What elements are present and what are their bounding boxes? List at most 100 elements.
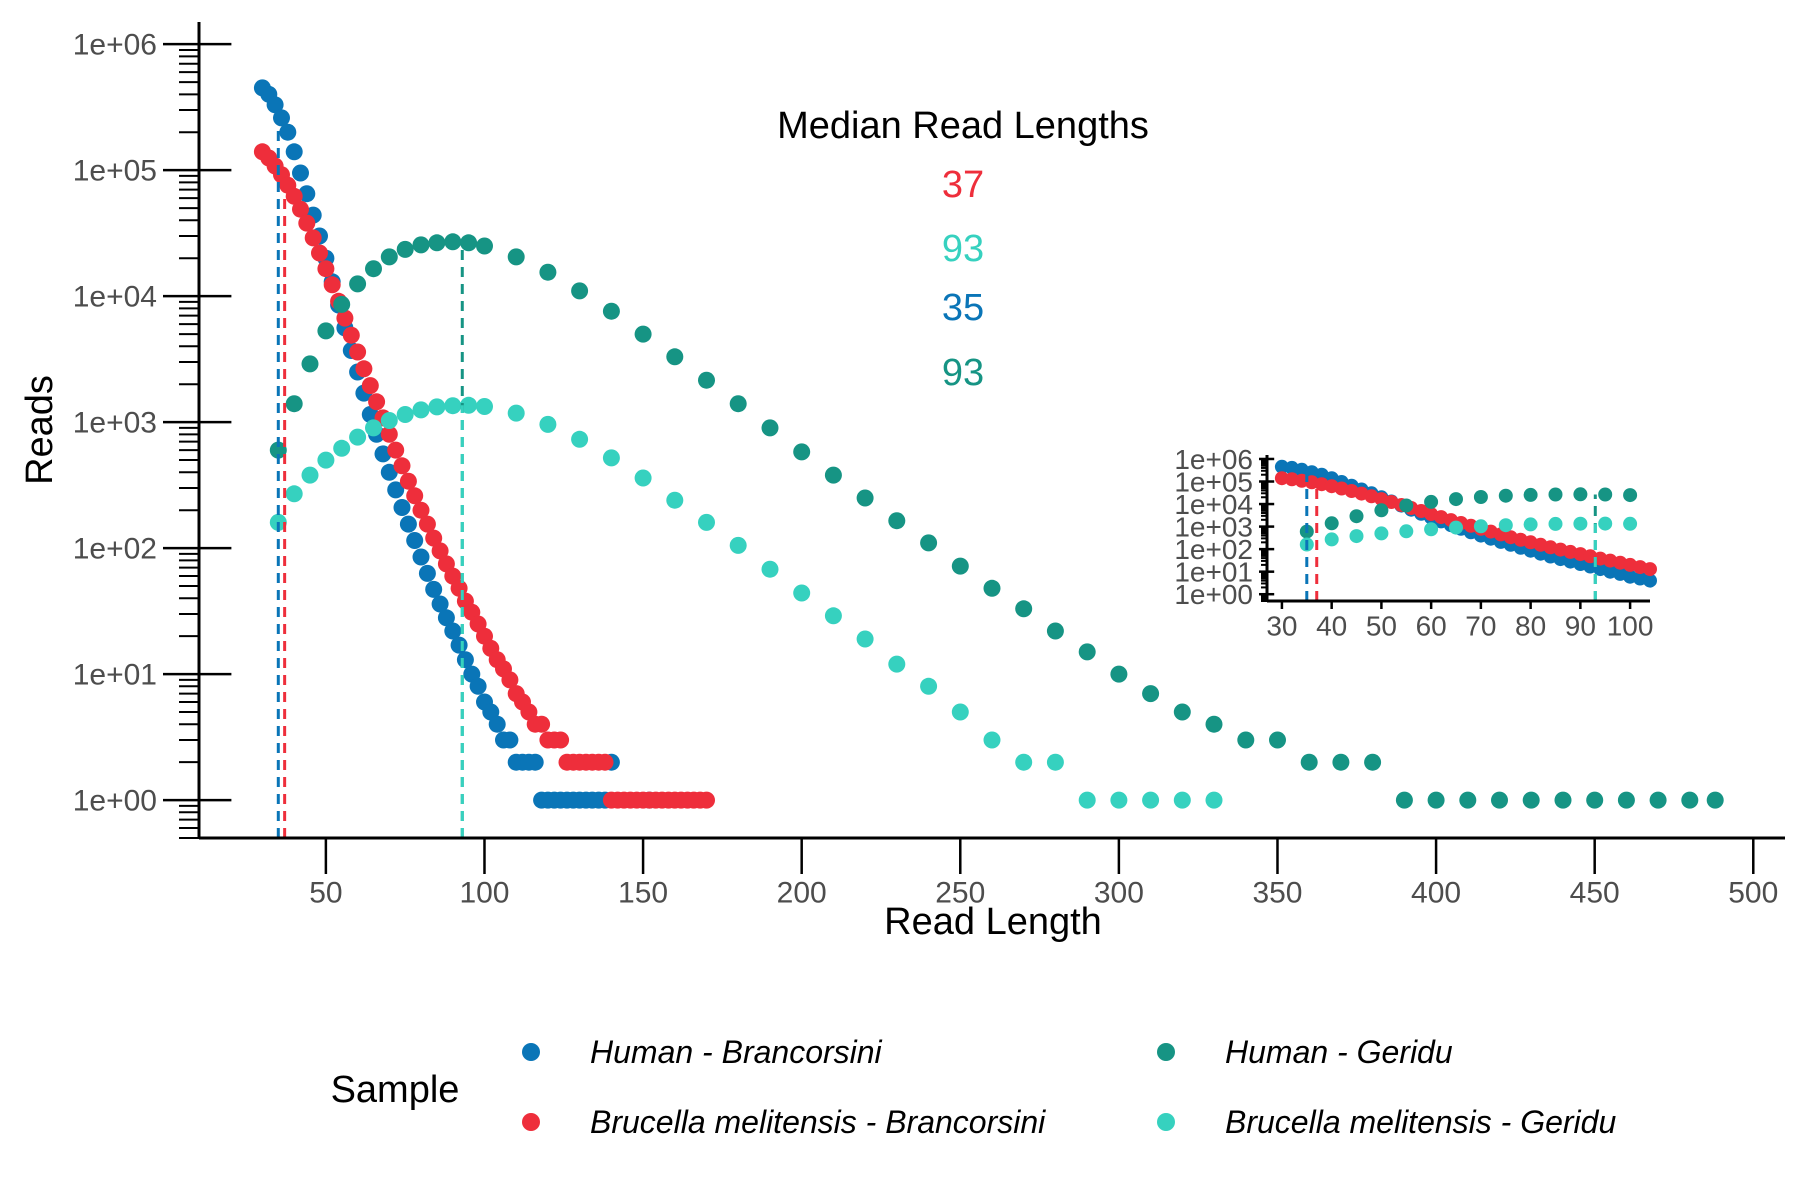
main-y-tick-label-1e+00: 1e+00 (73, 785, 157, 818)
main-point-human-geridu-1 (285, 395, 303, 413)
legend-label-brucella-geridu: Brucella melitensis - Geridu (1225, 1104, 1616, 1140)
main-point-human-geridu-32 (1078, 643, 1096, 661)
main-point-human-geridu-50 (1649, 791, 1667, 809)
main-point-brucella-melitensis-brancorsini-21 (387, 441, 405, 459)
main-point-brucella-melitensis-geridu-3 (317, 451, 335, 469)
main-point-brucella-melitensis-geridu-34 (1142, 791, 1160, 809)
inset-data-points (1274, 459, 1657, 588)
main-y-tick-label-1e+03: 1e+03 (73, 407, 157, 440)
main-point-human-geridu-7 (380, 248, 398, 266)
inset-point-human-geridu-5 (1424, 494, 1439, 509)
inset-point-human-geridu-6 (1449, 492, 1463, 507)
main-point-human-geridu-46 (1522, 791, 1540, 809)
inset-y-tick-label-1e+04: 1e+04 (1174, 489, 1253, 520)
inset-x-tick-label-70: 70 (1465, 611, 1496, 642)
main-point-human-geridu-13 (476, 237, 493, 255)
main-point-brucella-melitensis-geridu-31 (1046, 753, 1064, 771)
main-point-human-geridu-43 (1427, 791, 1445, 809)
main-x-tick-label-400: 400 (1411, 877, 1461, 910)
main-point-brucella-melitensis-brancorsini-22 (393, 457, 411, 475)
main-point-brucella-melitensis-geridu-26 (888, 655, 906, 673)
main-point-human-brancorsini-21 (387, 481, 405, 499)
inset-point-brucella-melitensis-geridu-3 (1374, 526, 1389, 541)
main-point-human-geridu-2 (301, 355, 319, 373)
main-x-tick-label-300: 300 (1094, 877, 1144, 910)
main-y-tick-label-1e+05: 1e+05 (73, 155, 157, 188)
main-point-human-geridu-30 (1015, 600, 1033, 618)
main-point-human-geridu-9 (412, 236, 430, 254)
main-point-brucella-melitensis-brancorsini-44 (533, 715, 551, 733)
main-point-human-geridu-45 (1491, 791, 1508, 809)
legend-title: Sample (331, 1069, 460, 1111)
legend-label-brucella-brancorsini: Brucella melitensis - Brancorsini (590, 1104, 1046, 1140)
main-point-human-geridu-44 (1459, 791, 1477, 809)
main-point-brucella-melitensis-geridu-12 (460, 396, 478, 414)
main-point-brucella-melitensis-brancorsini-25 (412, 501, 430, 519)
main-point-human-brancorsini-6 (292, 164, 309, 182)
main-point-human-brancorsini-25 (412, 548, 430, 566)
main-x-tick-label-350: 350 (1252, 877, 1302, 910)
main-point-brucella-melitensis-brancorsini-20 (380, 425, 398, 443)
main-point-human-geridu-11 (444, 233, 462, 251)
main-point-human-brancorsini-28 (431, 595, 449, 613)
main-point-brucella-melitensis-geridu-18 (634, 469, 652, 487)
main-point-brucella-melitensis-geridu-28 (951, 703, 969, 721)
main-point-brucella-melitensis-geridu-30 (1015, 753, 1033, 771)
main-point-human-geridu-52 (1706, 791, 1724, 809)
main-point-human-geridu-10 (428, 234, 446, 252)
main-point-human-geridu-5 (349, 275, 367, 293)
main-x-tick-label-500: 500 (1728, 877, 1778, 910)
main-point-human-geridu-14 (507, 248, 525, 266)
main-point-human-geridu-31 (1046, 622, 1064, 640)
main-point-brucella-melitensis-geridu-16 (571, 430, 589, 448)
main-point-brucella-melitensis-geridu-5 (349, 428, 367, 446)
inset-x-tick-label-60: 60 (1416, 611, 1447, 642)
main-point-brucella-melitensis-geridu-25 (856, 630, 874, 648)
main-point-human-geridu-23 (793, 443, 811, 461)
inset-x-tick-label-80: 80 (1515, 611, 1546, 642)
main-point-human-geridu-41 (1364, 753, 1382, 771)
main-point-human-geridu-3 (317, 322, 335, 340)
main-point-brucella-melitensis-geridu-21 (729, 536, 747, 554)
main-point-human-brancorsini-30 (444, 622, 462, 640)
legend: Sample Human - Brancorsini Brucella meli… (331, 1034, 1617, 1140)
inset-point-brucella-melitensis-geridu-8 (1498, 518, 1513, 533)
main-point-brucella-melitensis-geridu-33 (1110, 791, 1128, 809)
main-point-human-geridu-51 (1681, 791, 1699, 809)
main-point-brucella-melitensis-brancorsini-14 (342, 326, 360, 344)
main-point-human-brancorsini-37 (488, 715, 506, 733)
main-point-human-geridu-19 (666, 348, 684, 366)
main-point-human-geridu-27 (920, 534, 938, 552)
main-point-brucella-melitensis-brancorsini-23 (399, 472, 417, 490)
inset-point-brucella-melitensis-geridu-11 (1573, 516, 1588, 531)
inset-axes: 30 40 50 60 70 80 90 1001e+001e+011e+021e+031e+… (1174, 444, 1653, 642)
inset-point-brucella-melitensis-geridu-12 (1598, 516, 1613, 531)
main-point-human-geridu-42 (1395, 791, 1413, 809)
main-point-human-brancorsini-34 (469, 677, 487, 695)
main-point-human-brancorsini-29 (437, 609, 455, 627)
inset-y-tick-label-1e+05: 1e+05 (1174, 466, 1253, 497)
main-point-human-geridu-34 (1142, 685, 1160, 703)
inset-point-human-geridu-9 (1523, 487, 1538, 502)
main-point-brucella-melitensis-geridu-4 (333, 439, 351, 457)
main-y-tick-label-1e+06: 1e+06 (73, 29, 157, 62)
main-point-human-geridu-21 (729, 395, 747, 413)
main-point-human-geridu-18 (634, 325, 652, 343)
main-point-brucella-melitensis-geridu-2 (301, 466, 319, 484)
main-point-human-geridu-16 (571, 282, 589, 300)
main-point-human-geridu-0 (269, 441, 287, 459)
main-point-brucella-melitensis-geridu-19 (666, 491, 684, 509)
inset-point-human-geridu-13 (1623, 488, 1638, 503)
main-point-brucella-melitensis-brancorsini-26 (418, 515, 436, 533)
main-point-brucella-melitensis-geridu-29 (983, 731, 1001, 749)
inset-x-tick-label-100: 100 (1607, 611, 1654, 642)
main-point-brucella-melitensis-geridu-20 (698, 513, 715, 531)
main-point-human-brancorsini-23 (399, 515, 417, 533)
main-point-brucella-melitensis-geridu-36 (1205, 791, 1223, 809)
inset-point-brucella-melitensis-geridu-9 (1523, 517, 1538, 532)
main-point-human-geridu-4 (333, 295, 351, 313)
main-point-human-geridu-25 (856, 489, 874, 507)
main-y-tick-label-1e+01: 1e+01 (73, 659, 157, 692)
inset-y-tick-label-1e+02: 1e+02 (1174, 534, 1253, 565)
main-point-brucella-melitensis-geridu-22 (761, 560, 779, 578)
